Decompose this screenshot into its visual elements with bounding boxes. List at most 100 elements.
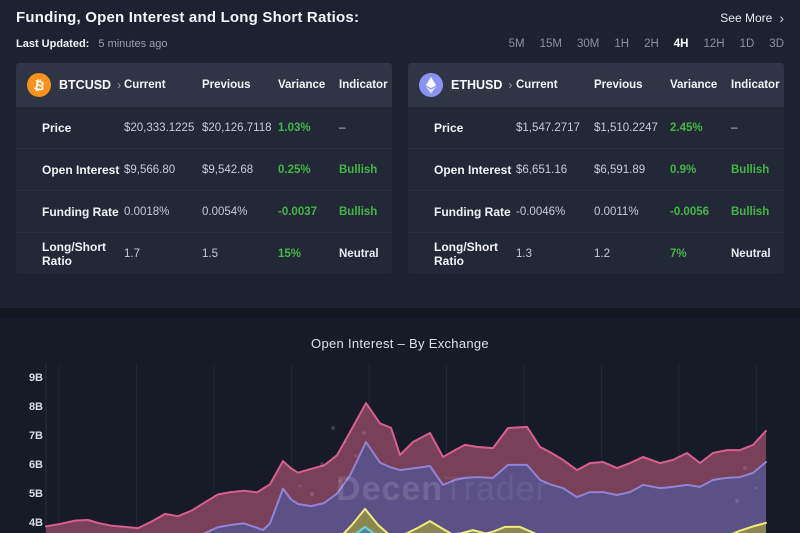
- metric-label: Open Interest: [434, 162, 512, 177]
- variance-value: 15%: [278, 247, 302, 260]
- previous-value: $6,591.89: [594, 163, 646, 176]
- current-value: 1.7: [124, 247, 140, 260]
- interval-button-2h[interactable]: 2H: [644, 38, 659, 50]
- btcusd-symbol: BTCUSD: [59, 78, 112, 92]
- column-header-indicator: Indicator: [339, 79, 388, 91]
- indicator-value: Bullish: [731, 163, 770, 176]
- metric-label: Funding Rate: [434, 204, 511, 219]
- column-header-previous: Previous: [594, 79, 643, 91]
- interval-button-15m[interactable]: 15M: [539, 38, 562, 50]
- variance-value: 0.9%: [670, 163, 697, 176]
- series-layer: [45, 402, 767, 533]
- current-value: -0.0046%: [516, 205, 566, 218]
- table-row: Funding Rate 0.0018% 0.0054% -0.0037 Bul…: [16, 190, 392, 232]
- previous-value: 1.5: [202, 247, 218, 260]
- btcusd-panel: ₿ BTCUSD › Current Previous Variance Ind…: [16, 63, 392, 274]
- table-row: Price $20,333.1225 $20,126.7118 1.03% –: [16, 107, 392, 148]
- indicator-value: –: [339, 121, 346, 134]
- btcusd-coin-selector[interactable]: ₿ BTCUSD ›: [16, 73, 124, 97]
- ethusd-panel: ETHUSD › Current Previous Variance Indic…: [408, 63, 784, 274]
- metric-label: Long/Short Ratio: [434, 239, 498, 268]
- oi-chart-svg[interactable]: DecenTrader 9B 8B 7B 6B 5B 4B: [0, 318, 800, 533]
- previous-value: $1,510.2247: [594, 121, 658, 134]
- header: Funding, Open Interest and Long Short Ra…: [16, 9, 784, 26]
- variance-value: 2.45%: [670, 121, 703, 134]
- interval-button-12h[interactable]: 12H: [703, 38, 725, 50]
- chevron-right-icon: ›: [508, 78, 513, 92]
- see-more-button[interactable]: See More ›: [720, 11, 784, 25]
- current-value: $9,566.80: [124, 163, 176, 176]
- btc-icon: ₿: [27, 73, 51, 97]
- y-tick-label: 4B: [29, 517, 43, 529]
- previous-value: 0.0011%: [594, 205, 639, 218]
- metric-label: Open Interest: [42, 162, 120, 177]
- sub-header: Last Updated: 5 minutes ago 5M 15M 30M 1…: [16, 38, 784, 50]
- current-value: $1,547.2717: [516, 121, 580, 134]
- column-header-current: Current: [124, 79, 166, 91]
- column-header-variance: Variance: [278, 79, 326, 91]
- variance-value: 7%: [670, 247, 687, 260]
- table-row: Long/Short Ratio 1.7 1.5 15% Neutral: [16, 232, 392, 274]
- yaxis-layer: 9B 8B 7B 6B 5B 4B: [29, 372, 43, 529]
- interval-selector: 5M 15M 30M 1H 2H 4H 12H 1D 3D: [509, 38, 784, 50]
- indicator-value: –: [731, 121, 738, 134]
- page-title: Funding, Open Interest and Long Short Ra…: [16, 9, 360, 26]
- btcusd-table-body: Price $20,333.1225 $20,126.7118 1.03% – …: [16, 107, 392, 274]
- interval-button-4h[interactable]: 4H: [673, 38, 689, 50]
- ethusd-panel-header: ETHUSD › Current Previous Variance Indic…: [408, 63, 784, 107]
- table-row: Open Interest $9,566.80 $9,542.68 0.25% …: [16, 148, 392, 190]
- column-header-indicator: Indicator: [731, 79, 780, 91]
- table-row: Price $1,547.2717 $1,510.2247 2.45% –: [408, 107, 784, 148]
- y-tick-label: 6B: [29, 459, 43, 471]
- open-interest-chart: DecenTrader 9B 8B 7B 6B 5B 4B Open Interest –…: [0, 318, 800, 533]
- previous-value: 1.2: [594, 247, 610, 260]
- table-row: Long/Short Ratio 1.3 1.2 7% Neutral: [408, 232, 784, 274]
- metric-label: Price: [42, 120, 72, 135]
- interval-button-3d[interactable]: 3D: [769, 38, 784, 50]
- ethusd-table-body: Price $1,547.2717 $1,510.2247 2.45% – Op…: [408, 107, 784, 274]
- chevron-right-icon: ›: [779, 9, 784, 26]
- y-tick-label: 9B: [29, 372, 43, 384]
- chart-title: Open Interest – By Exchange: [311, 336, 489, 351]
- column-header-previous: Previous: [202, 79, 251, 91]
- see-more-label: See More: [720, 10, 773, 25]
- previous-value: $20,126.7118: [202, 121, 272, 134]
- current-value: 0.0018%: [124, 205, 170, 218]
- table-row: Open Interest $6,651.16 $6,591.89 0.9% B…: [408, 148, 784, 190]
- interval-button-5m[interactable]: 5M: [508, 38, 525, 50]
- chevron-right-icon: ›: [117, 78, 122, 92]
- previous-value: 0.0054%: [202, 205, 248, 218]
- top-section: Funding, Open Interest and Long Short Ra…: [16, 9, 784, 274]
- indicator-value: Bullish: [731, 205, 770, 218]
- last-updated-value: 5 minutes ago: [98, 38, 168, 50]
- metric-label: Long/Short Ratio: [42, 239, 106, 268]
- current-value: 1.3: [516, 247, 532, 260]
- interval-button-1d[interactable]: 1D: [739, 38, 755, 50]
- variance-value: 1.03%: [278, 121, 311, 134]
- indicator-value: Neutral: [339, 247, 379, 260]
- ethusd-coin-selector[interactable]: ETHUSD ›: [408, 73, 516, 97]
- eth-icon: [419, 73, 443, 97]
- indicator-value: Neutral: [731, 247, 771, 260]
- table-row: Funding Rate -0.0046% 0.0011% -0.0056 Bu…: [408, 190, 784, 232]
- metric-label: Funding Rate: [42, 204, 119, 219]
- metric-label: Price: [434, 120, 464, 135]
- section-divider: [0, 308, 800, 318]
- column-header-variance: Variance: [670, 79, 718, 91]
- column-header-current: Current: [516, 79, 558, 91]
- interval-button-1h[interactable]: 1H: [614, 38, 630, 50]
- interval-button-30m[interactable]: 30M: [577, 38, 600, 50]
- indicator-value: Bullish: [339, 163, 378, 176]
- decentrader-watermark: DecenTrader: [336, 470, 548, 508]
- y-tick-label: 7B: [29, 430, 43, 442]
- variance-value: -0.0056: [670, 205, 710, 218]
- variance-value: -0.0037: [278, 205, 318, 218]
- variance-value: 0.25%: [278, 163, 311, 176]
- btcusd-panel-header: ₿ BTCUSD › Current Previous Variance Ind…: [16, 63, 392, 107]
- indicator-value: Bullish: [339, 205, 378, 218]
- current-value: $6,651.16: [516, 163, 568, 176]
- last-updated-label: Last Updated:: [16, 38, 90, 50]
- last-updated: Last Updated: 5 minutes ago: [16, 38, 168, 50]
- y-tick-label: 8B: [29, 401, 43, 413]
- watermark-bubbles: [298, 426, 758, 503]
